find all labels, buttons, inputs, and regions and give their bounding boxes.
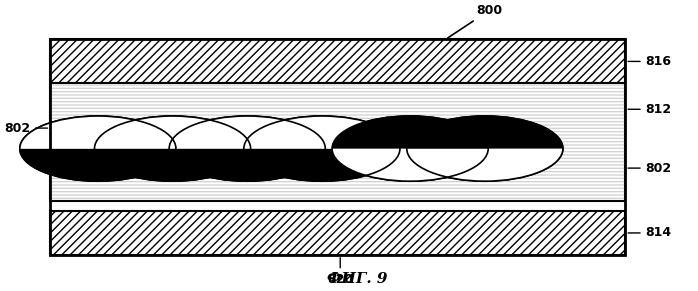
Text: 816: 816 xyxy=(628,55,671,68)
Wedge shape xyxy=(94,149,251,181)
Circle shape xyxy=(332,116,488,181)
Bar xyxy=(50,40,625,84)
Text: ФИГ. 9: ФИГ. 9 xyxy=(327,272,387,286)
Text: 814: 814 xyxy=(628,226,671,239)
Text: 820: 820 xyxy=(327,258,353,286)
Wedge shape xyxy=(94,116,251,149)
Circle shape xyxy=(169,116,325,181)
Wedge shape xyxy=(332,116,488,149)
Text: 802: 802 xyxy=(4,122,47,135)
Circle shape xyxy=(244,116,400,181)
Wedge shape xyxy=(20,149,176,181)
Bar xyxy=(50,40,625,255)
Wedge shape xyxy=(407,116,563,149)
Circle shape xyxy=(94,116,251,181)
Wedge shape xyxy=(244,149,400,181)
Text: 802: 802 xyxy=(628,162,671,175)
Circle shape xyxy=(20,116,176,181)
Text: 800: 800 xyxy=(447,4,503,38)
Text: 812: 812 xyxy=(628,103,671,116)
Bar xyxy=(50,211,625,255)
Wedge shape xyxy=(244,116,400,149)
Circle shape xyxy=(407,116,563,181)
Wedge shape xyxy=(407,149,563,181)
Wedge shape xyxy=(332,149,488,181)
Wedge shape xyxy=(169,149,325,181)
Bar xyxy=(50,84,625,201)
Wedge shape xyxy=(169,116,325,149)
Bar xyxy=(50,84,625,201)
Bar xyxy=(50,211,625,255)
Wedge shape xyxy=(20,116,176,149)
Bar xyxy=(50,40,625,84)
